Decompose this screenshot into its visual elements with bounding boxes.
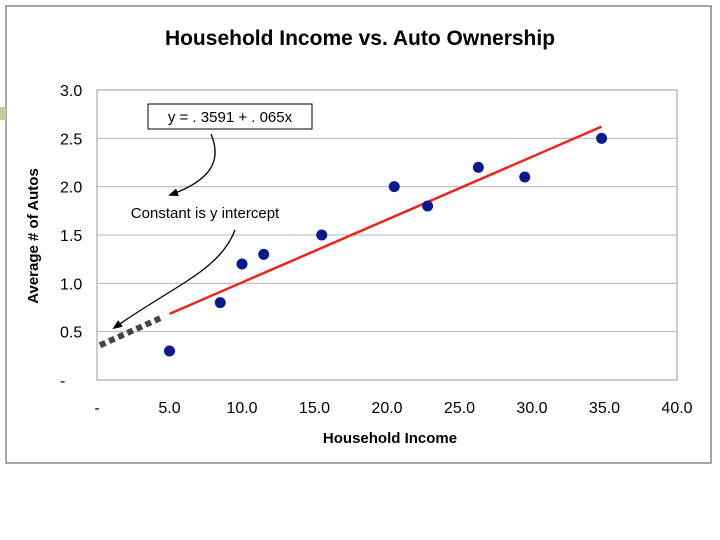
data-point-2 [236, 258, 248, 270]
trendline-extension [98, 314, 163, 349]
x-tick-label-1: 5.0 [158, 400, 180, 417]
y-tick-label-6: 3.0 [60, 83, 82, 100]
y-tick-label-3: 1.5 [60, 228, 82, 245]
trendline [169, 125, 603, 316]
data-point-9 [596, 132, 608, 144]
x-tick-label-5: 25.0 [444, 400, 475, 417]
y-tick-label-4: 2.0 [60, 180, 82, 197]
x-tick-label-8: 40.0 [661, 400, 692, 417]
x-tick-label-7: 35.0 [589, 400, 620, 417]
data-point-0 [164, 345, 175, 357]
y-tick-labels: - 0.5 1.0 1.5 2.0 2.5 3.0 [60, 83, 82, 390]
data-point-6 [422, 200, 434, 212]
x-tick-label-4: 20.0 [371, 400, 402, 417]
data-point-3 [258, 248, 270, 260]
y-tick-label-5: 2.5 [60, 131, 82, 148]
data-point-1 [214, 297, 226, 309]
chart-title: Household Income vs. Auto Ownership [165, 27, 555, 50]
x-axis-label: Household Income [323, 430, 457, 447]
data-point-5 [388, 181, 400, 193]
intercept-arrow [112, 229, 236, 330]
x-tick-label-0: - [94, 400, 99, 417]
y-tick-label-2: 1.0 [60, 276, 82, 293]
x-tick-labels: - 5.0 10.0 15.0 20.0 25.0 30.0 35.0 40.0 [94, 400, 692, 417]
trendline-group [98, 125, 603, 349]
y-axis-label: Average # of Autos [25, 168, 42, 304]
x-tick-label-2: 10.0 [226, 400, 257, 417]
data-point-7 [472, 161, 484, 173]
intercept-note: Constant is y intercept [131, 205, 280, 222]
x-tick-label-6: 30.0 [516, 400, 547, 417]
data-point-4 [316, 229, 328, 241]
slide-accent [0, 107, 6, 120]
x-tick-label-3: 15.0 [299, 400, 330, 417]
y-tick-label-0: - [60, 373, 65, 390]
equation-arrow [168, 133, 216, 197]
gridlines [97, 137, 677, 333]
equation-box [147, 103, 313, 130]
data-points [164, 132, 608, 357]
equation-label: y = . 3591 + . 065x [168, 109, 293, 126]
y-tick-label-1: 0.5 [60, 325, 82, 342]
data-point-8 [519, 171, 531, 183]
